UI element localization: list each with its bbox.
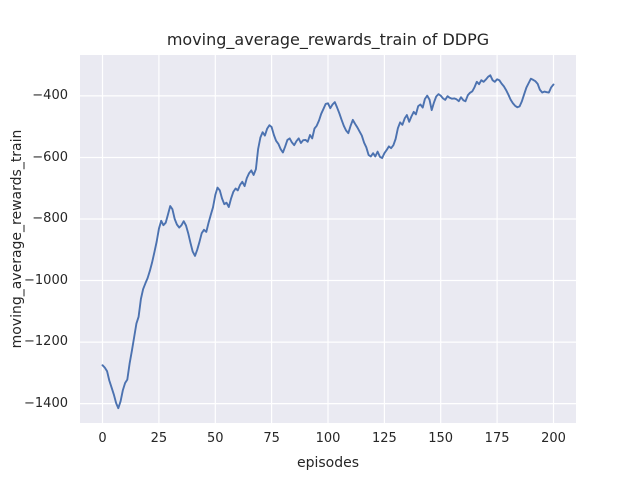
x-tick-label: 0 (98, 431, 107, 446)
y-tick-label: −1000 (24, 272, 68, 288)
x-tick-label: 125 (371, 431, 397, 446)
x-tick-label: 150 (428, 431, 454, 446)
y-tick-label: −1400 (24, 395, 68, 411)
x-axis-label: episodes (296, 455, 360, 471)
y-tick-label: −400 (32, 87, 68, 103)
x-tick-label: 75 (263, 431, 280, 446)
chart-title: moving_average_rewards_train of DDPG (166, 30, 490, 49)
x-tick-label: 175 (484, 431, 510, 446)
x-tick-label: 25 (150, 431, 168, 446)
y-tick-label: −800 (32, 211, 68, 226)
x-tick-label: 100 (315, 431, 341, 446)
y-tick-label: −600 (32, 149, 68, 165)
y-tick-label: −1200 (24, 334, 68, 350)
x-tick-label: 50 (207, 431, 224, 446)
x-tick-label: 200 (541, 431, 566, 446)
